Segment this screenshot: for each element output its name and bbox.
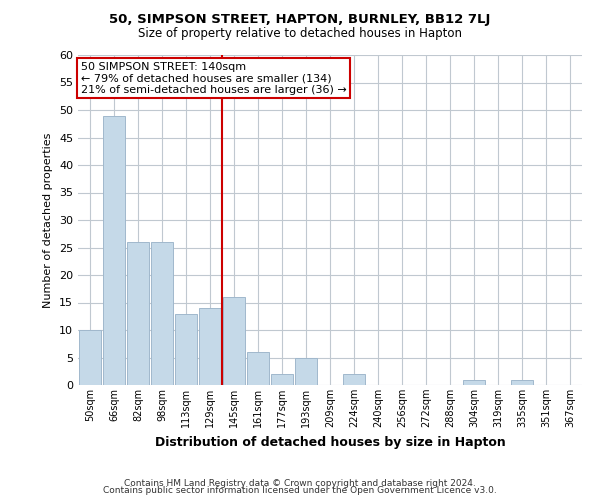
Text: Contains HM Land Registry data © Crown copyright and database right 2024.: Contains HM Land Registry data © Crown c…: [124, 478, 476, 488]
Bar: [223, 297, 245, 385]
Bar: [511, 380, 533, 385]
Bar: [199, 308, 221, 385]
Text: Contains public sector information licensed under the Open Government Licence v3: Contains public sector information licen…: [103, 486, 497, 495]
Bar: [295, 358, 317, 385]
Text: 50 SIMPSON STREET: 140sqm
← 79% of detached houses are smaller (134)
21% of semi: 50 SIMPSON STREET: 140sqm ← 79% of detac…: [80, 62, 346, 95]
Bar: [151, 242, 173, 385]
Y-axis label: Number of detached properties: Number of detached properties: [43, 132, 53, 308]
Text: 50, SIMPSON STREET, HAPTON, BURNLEY, BB12 7LJ: 50, SIMPSON STREET, HAPTON, BURNLEY, BB1…: [109, 12, 491, 26]
Bar: [343, 374, 365, 385]
X-axis label: Distribution of detached houses by size in Hapton: Distribution of detached houses by size …: [155, 436, 505, 448]
Bar: [175, 314, 197, 385]
Bar: [463, 380, 485, 385]
Bar: [79, 330, 101, 385]
Bar: [247, 352, 269, 385]
Bar: [271, 374, 293, 385]
Bar: [103, 116, 125, 385]
Bar: [127, 242, 149, 385]
Text: Size of property relative to detached houses in Hapton: Size of property relative to detached ho…: [138, 28, 462, 40]
